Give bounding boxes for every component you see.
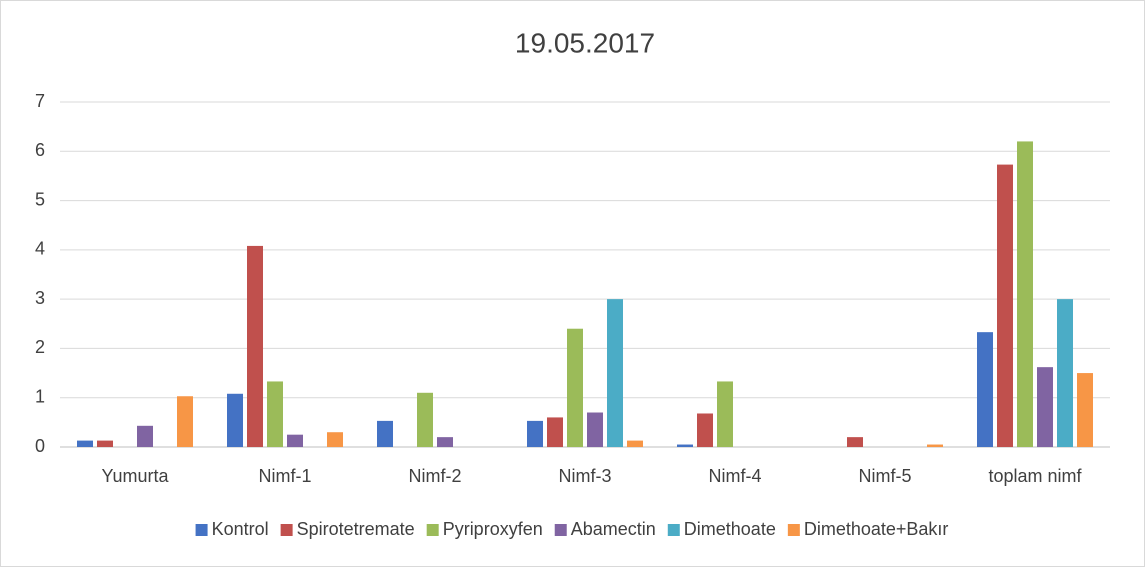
x-tick-label: Nimf-1 (259, 466, 312, 486)
legend-swatch (426, 524, 439, 536)
bar (717, 381, 733, 447)
bar (977, 332, 993, 447)
legend-label: Kontrol (212, 519, 269, 539)
bar (247, 245, 263, 447)
x-tick-label: Nimf-4 (709, 466, 762, 486)
legend-label: Dimethoate (684, 519, 776, 539)
legend-label: Dimethoate+Bakır (804, 519, 949, 539)
bar (587, 412, 603, 447)
y-tick-label: 1 (35, 386, 45, 406)
bar (1057, 299, 1073, 447)
legend-swatch (280, 524, 293, 536)
legend-swatch (667, 524, 680, 536)
bar (437, 437, 453, 447)
y-tick-label: 0 (35, 436, 45, 456)
legend-swatch (554, 524, 567, 536)
legend-swatch (787, 524, 800, 536)
bar (697, 413, 713, 447)
bar (1037, 367, 1053, 447)
bar (77, 440, 93, 447)
bar (927, 444, 943, 447)
x-tick-label: Nimf-2 (409, 466, 462, 486)
y-tick-label: 6 (35, 140, 45, 160)
y-tick-label: 2 (35, 337, 45, 357)
bar (1017, 141, 1033, 447)
x-tick-label: Yumurta (101, 466, 169, 486)
x-tick-label: Nimf-5 (859, 466, 912, 486)
y-tick-label: 3 (35, 288, 45, 308)
bar (847, 437, 863, 447)
bar (227, 393, 243, 447)
bar (137, 425, 153, 447)
bar (327, 432, 343, 447)
legend-swatch (195, 524, 208, 536)
bar (567, 328, 583, 447)
bar (267, 381, 283, 447)
bar (607, 299, 623, 447)
bar (97, 440, 113, 447)
x-tick-label: toplam nimf (988, 466, 1082, 486)
legend-label: Pyriproxyfen (443, 519, 543, 539)
bar (527, 420, 543, 447)
legend-label: Abamectin (571, 519, 656, 539)
bar (177, 396, 193, 447)
y-tick-label: 4 (35, 239, 45, 259)
bar (417, 392, 433, 447)
bar (677, 444, 693, 447)
chart-title: 19.05.2017 (515, 27, 655, 58)
bar (547, 417, 563, 447)
bar (1077, 373, 1093, 447)
y-tick-label: 5 (35, 189, 45, 209)
bar (997, 164, 1013, 448)
bar (287, 434, 303, 447)
bar (377, 420, 393, 447)
x-tick-label: Nimf-3 (559, 466, 612, 486)
y-tick-label: 7 (35, 91, 45, 111)
legend-label: Spirotetremate (297, 519, 415, 539)
bar (627, 440, 643, 447)
